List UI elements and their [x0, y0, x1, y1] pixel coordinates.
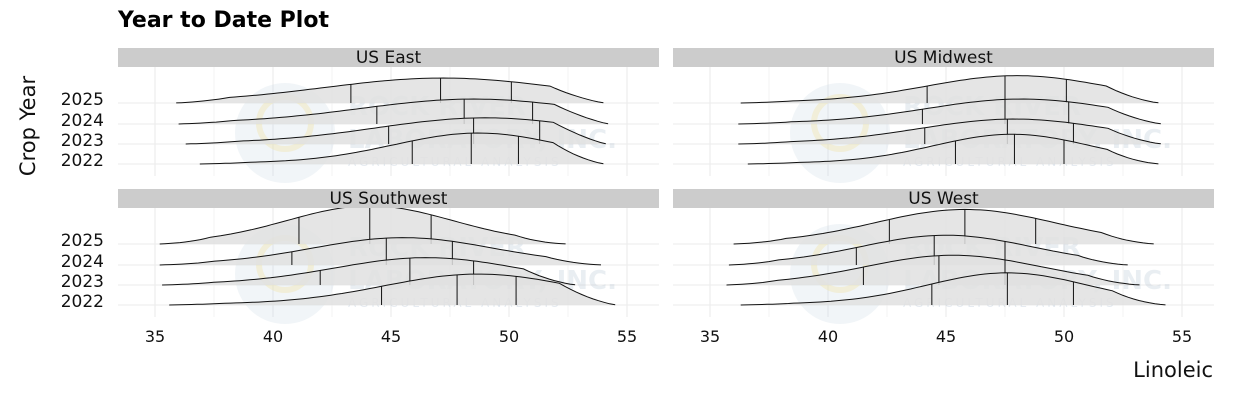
y-tick-label: 2024	[61, 252, 104, 272]
facet-strip	[673, 189, 1214, 208]
facet-strip-label: US West	[908, 189, 979, 209]
y-tick-label: 2024	[61, 111, 104, 131]
facet-panel-us-midwest: ROCK RIVERLABORATORY, INC.AGRICULTURAL A…	[673, 48, 1214, 183]
ridge-2024	[159, 237, 602, 266]
x-tick-label: 45	[381, 327, 401, 346]
x-tick-label: 40	[263, 327, 283, 346]
y-tick-label: 2022	[61, 292, 104, 312]
y-tick-label: 2023	[61, 131, 104, 151]
ridge-2025	[176, 77, 604, 104]
facet-strip	[673, 48, 1214, 67]
y-tick-label: 2023	[61, 272, 104, 292]
x-tick-label: 45	[936, 327, 956, 346]
ridge-2022	[740, 272, 1166, 306]
facet-panel-us-west: ROCK RIVERLABORATORY, INC.AGRICULTURAL A…	[673, 189, 1214, 346]
facet-strip-label: US Midwest	[894, 48, 993, 68]
ridge-2022	[747, 133, 1159, 165]
facet-strip	[118, 48, 659, 67]
ridge-2025	[740, 75, 1159, 104]
y-tick-label: 2025	[61, 90, 104, 110]
facet-strip-label: US Southwest	[330, 189, 448, 209]
facet-panel-us-southwest: ROCK RIVERLABORATORY, INC.AGRICULTURAL A…	[61, 189, 659, 346]
x-tick-label: 50	[499, 327, 519, 346]
x-tick-label: 35	[700, 327, 720, 346]
facet-strip	[118, 189, 659, 208]
y-tick-label: 2025	[61, 231, 104, 251]
x-tick-label: 50	[1054, 327, 1074, 346]
ridge-2025	[159, 205, 566, 245]
x-tick-label: 35	[145, 327, 165, 346]
ridge-2022	[169, 273, 616, 306]
chart-title: Year to Date Plot	[118, 8, 329, 33]
facet-panel-us-east: ROCK RIVERLABORATORY, INC.AGRICULTURAL A…	[61, 48, 659, 183]
x-tick-label: 40	[818, 327, 838, 346]
ridge-2024	[738, 98, 1161, 125]
x-tick-label: 55	[1172, 327, 1192, 346]
ridge-2023	[738, 118, 1161, 145]
x-axis-label: Linoleic	[1133, 358, 1213, 382]
ridge-2022	[199, 132, 604, 165]
y-tick-label: 2022	[61, 151, 104, 171]
x-tick-label: 55	[617, 327, 637, 346]
facet-strip-label: US East	[356, 48, 422, 68]
